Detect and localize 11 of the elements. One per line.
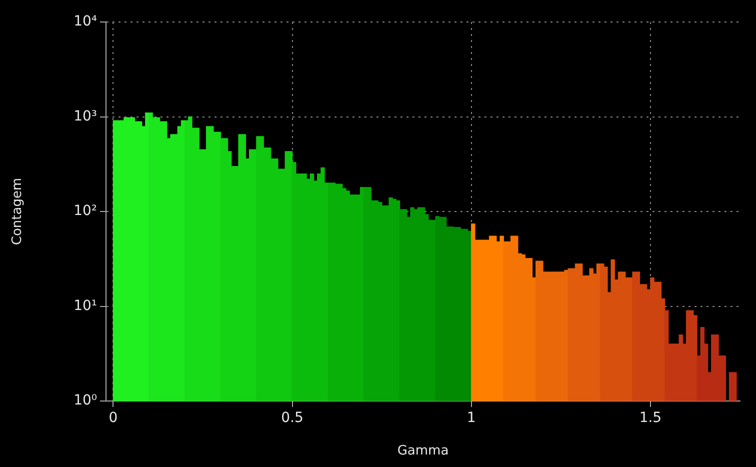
y-tick-label: 10¹: [74, 298, 97, 314]
y-tick-label: 10²: [74, 203, 97, 220]
y-tick-label: 10³: [74, 108, 97, 124]
x-tick-label: 1: [466, 410, 476, 426]
y-axis-title: Contagem: [10, 178, 26, 246]
x-tick-label: 0: [108, 410, 118, 426]
y-tick-label: 10⁰: [74, 392, 98, 409]
x-axis-title: Gamma: [397, 444, 449, 459]
y-tick-label: 10⁴: [74, 14, 98, 30]
x-tick-label: 1.5: [639, 410, 662, 426]
x-tick-label: 0.5: [281, 410, 304, 426]
